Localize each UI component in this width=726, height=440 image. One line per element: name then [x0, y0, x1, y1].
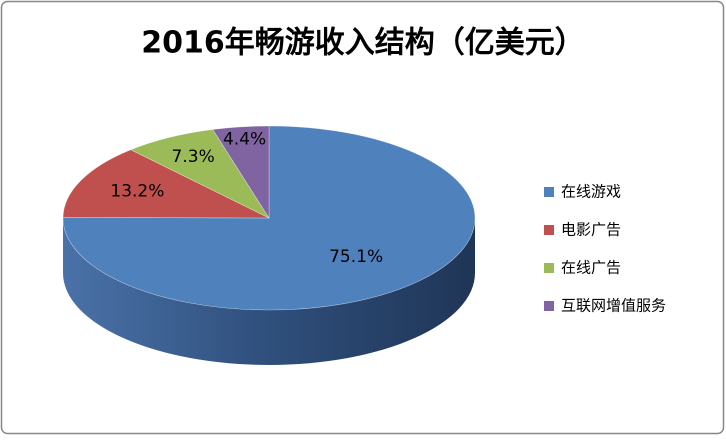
- pie-side: [63, 218, 475, 365]
- legend-swatch: [544, 301, 554, 311]
- data-label: 4.4%: [223, 130, 266, 150]
- pie-slice: [212, 125, 270, 220]
- pie: 75.1% 13.2% 7.3% 4.4%: [62, 125, 476, 365]
- pie-slice: [62, 149, 270, 219]
- legend-label: 在线游戏: [561, 183, 621, 201]
- chart-title: 2016年畅游收入结构（亿美元）: [141, 26, 585, 61]
- data-label: 7.3%: [172, 147, 215, 167]
- legend-label: 在线广告: [561, 259, 621, 277]
- data-label: 13.2%: [110, 182, 164, 202]
- legend-label: 电影广告: [561, 221, 621, 239]
- legend-swatch: [544, 225, 554, 235]
- legend-swatch: [544, 263, 554, 273]
- legend-label: 互联网增值服务: [561, 297, 666, 315]
- legend-swatch: [544, 187, 554, 197]
- pie-slice: [62, 125, 476, 311]
- data-label: 75.1%: [329, 247, 383, 267]
